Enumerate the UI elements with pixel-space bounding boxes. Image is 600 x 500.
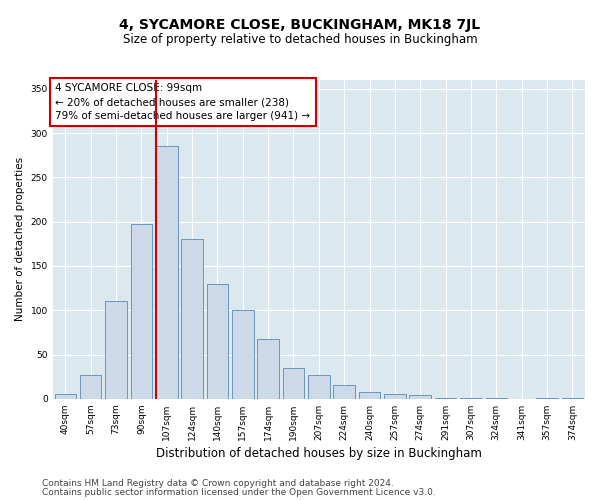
Y-axis label: Number of detached properties: Number of detached properties [15,158,25,322]
Text: Size of property relative to detached houses in Buckingham: Size of property relative to detached ho… [122,32,478,46]
Bar [562,398,583,399]
Bar [156,146,178,399]
Text: 4, SYCAMORE CLOSE, BUCKINGHAM, MK18 7JL: 4, SYCAMORE CLOSE, BUCKINGHAM, MK18 7JL [119,18,481,32]
Bar [206,284,228,399]
Bar [105,302,127,399]
Bar [131,224,152,399]
Bar [409,396,431,399]
Bar [435,398,457,399]
Bar [334,384,355,399]
X-axis label: Distribution of detached houses by size in Buckingham: Distribution of detached houses by size … [156,447,482,460]
Bar [485,398,507,399]
Bar [181,240,203,399]
Bar [460,398,482,399]
Bar [308,375,329,399]
Bar [257,338,279,399]
Text: Contains public sector information licensed under the Open Government Licence v3: Contains public sector information licen… [42,488,436,497]
Text: Contains HM Land Registry data © Crown copyright and database right 2024.: Contains HM Land Registry data © Crown c… [42,479,394,488]
Bar [384,394,406,399]
Bar [359,392,380,399]
Bar [232,310,254,399]
Text: 4 SYCAMORE CLOSE: 99sqm
← 20% of detached houses are smaller (238)
79% of semi-d: 4 SYCAMORE CLOSE: 99sqm ← 20% of detache… [55,83,310,121]
Bar [536,398,558,399]
Bar [80,375,101,399]
Bar [55,394,76,399]
Bar [283,368,304,399]
